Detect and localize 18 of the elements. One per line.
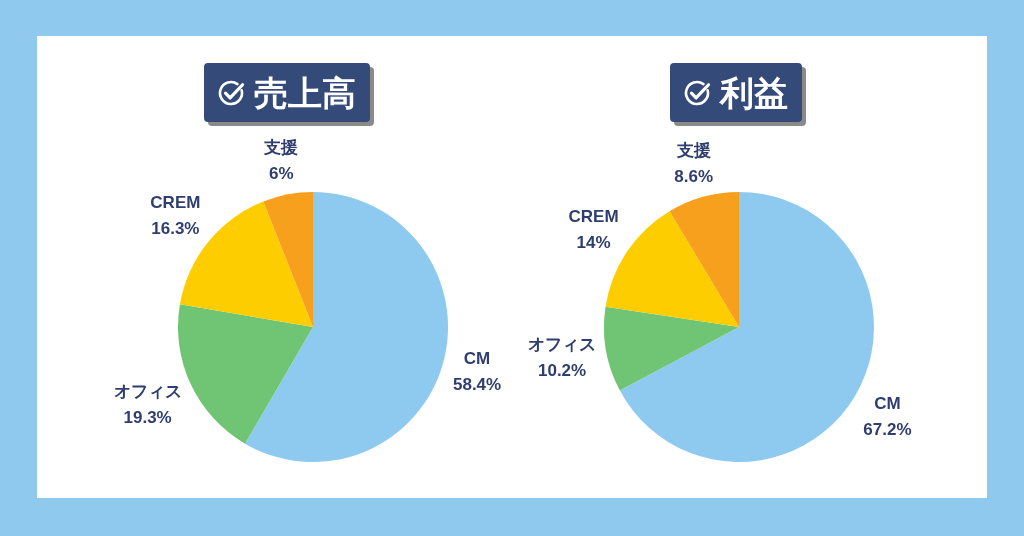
slice-label: 支援 — [675, 140, 711, 160]
data-label: 67.2% — [863, 419, 912, 439]
data-label: 6% — [268, 164, 294, 184]
slice-label: CM — [463, 348, 491, 368]
data-label: 19.3% — [123, 407, 172, 427]
data-label: 14% — [576, 232, 611, 252]
chart-title: 利益 — [718, 74, 788, 112]
slice-label: CREM — [568, 206, 619, 226]
slice-label: CM — [874, 393, 901, 413]
slice-label: 支援 — [263, 138, 299, 158]
chart-title: 売上高 — [254, 74, 356, 112]
data-label: 10.2% — [537, 360, 587, 380]
data-label: 8.6% — [674, 166, 714, 186]
data-label: 58.4% — [452, 374, 502, 394]
slice-label: オフィス — [528, 334, 597, 354]
slice-label: オフィス — [113, 381, 182, 401]
data-label: 16.3% — [151, 218, 200, 238]
slice-label: CREM — [150, 192, 201, 212]
